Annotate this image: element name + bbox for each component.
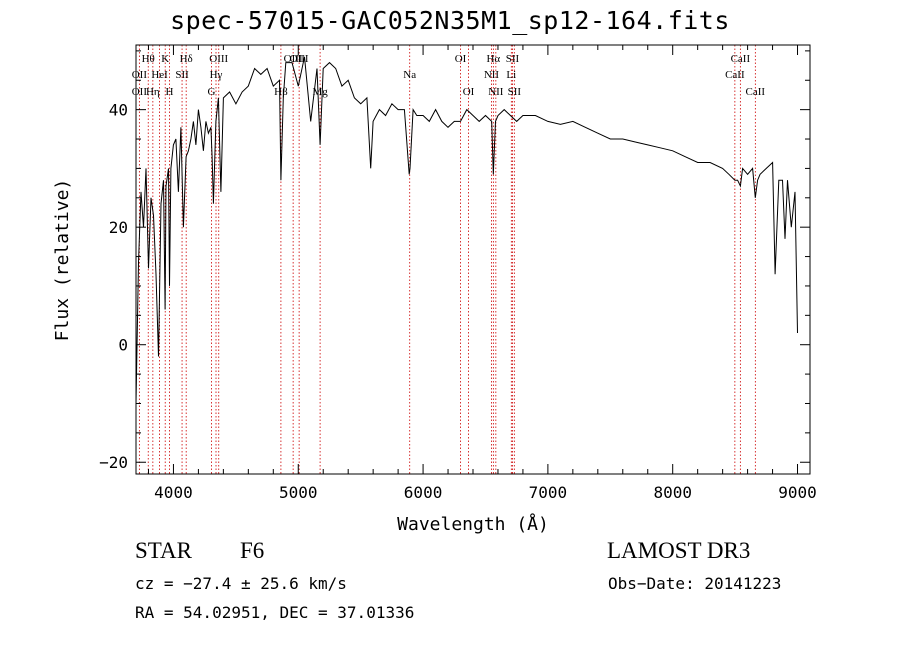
line-label-12: OIII bbox=[284, 53, 303, 65]
x-tick-label: 8000 bbox=[653, 483, 692, 502]
line-label-1: OII bbox=[132, 69, 148, 81]
line-label-4: HeI bbox=[151, 69, 168, 81]
plot-frame bbox=[135, 44, 811, 475]
line-label-7: Hδ bbox=[180, 53, 193, 65]
line-label-25: CaII bbox=[731, 53, 751, 65]
line-label-9: OIII bbox=[209, 53, 228, 65]
line-label-0: Hθ bbox=[142, 53, 155, 65]
line-label-18: OI bbox=[463, 86, 475, 98]
line-label-2: OII bbox=[132, 86, 148, 98]
line-label-16: Na bbox=[403, 69, 416, 81]
line-label-27: CaII bbox=[746, 86, 766, 98]
line-label-17: OI bbox=[455, 53, 467, 65]
x-tick-label: 6000 bbox=[404, 483, 443, 502]
object-subclass: F6 bbox=[240, 538, 265, 563]
line-label-8: SII bbox=[175, 69, 189, 81]
line-label-23: Li bbox=[506, 69, 516, 81]
line-label-13: OIII bbox=[290, 53, 309, 65]
line-label-24: SII bbox=[508, 86, 522, 98]
line-label-22: SII bbox=[506, 53, 520, 65]
x-axis-label: Wavelength (Å) bbox=[397, 513, 549, 535]
y-tick-label: −20 bbox=[99, 453, 128, 472]
line-label-6: H bbox=[165, 86, 173, 98]
ra-dec-coordinates: RA = 54.02951, DEC = 37.01336 bbox=[135, 603, 415, 622]
line-label-3: Hη bbox=[146, 86, 160, 98]
line-label-21: NII bbox=[488, 86, 504, 98]
x-tick-label: 9000 bbox=[778, 483, 817, 502]
survey-name: LAMOST DR3 bbox=[607, 538, 751, 563]
line-label-11: G bbox=[208, 86, 216, 98]
chart-title: spec-57015-GAC052N35M1_sp12-164.fits bbox=[170, 6, 730, 35]
x-tick-label: 4000 bbox=[154, 483, 193, 502]
x-axis-ticks: 4000 5000 6000 7000 8000 9000 bbox=[147, 45, 817, 502]
y-tick-label: 40 bbox=[109, 101, 128, 120]
line-label-26: CaII bbox=[725, 69, 745, 81]
line-label-14: Hβ bbox=[274, 86, 288, 98]
y-tick-label: 0 bbox=[118, 336, 128, 355]
object-class: STAR bbox=[135, 538, 192, 563]
redshift-cz: cz = −27.4 ± 25.6 km/s bbox=[135, 574, 347, 593]
y-axis-ticks: −20 0 20 40 bbox=[99, 50, 810, 472]
x-tick-label: 5000 bbox=[279, 483, 318, 502]
line-label-5: K bbox=[161, 53, 169, 65]
line-label-20: NII bbox=[484, 69, 500, 81]
x-tick-label: 7000 bbox=[529, 483, 568, 502]
line-label-19: Hα bbox=[486, 53, 500, 65]
observation-date: Obs−Date: 20141223 bbox=[608, 574, 782, 593]
emission-line-markers bbox=[138, 45, 756, 474]
y-tick-label: 20 bbox=[109, 218, 128, 237]
spectrum-series-line bbox=[135, 56, 798, 404]
y-axis-label: Flux (relative) bbox=[52, 179, 73, 342]
line-label-10: Hγ bbox=[210, 69, 223, 81]
line-label-15: Mg bbox=[312, 86, 328, 98]
